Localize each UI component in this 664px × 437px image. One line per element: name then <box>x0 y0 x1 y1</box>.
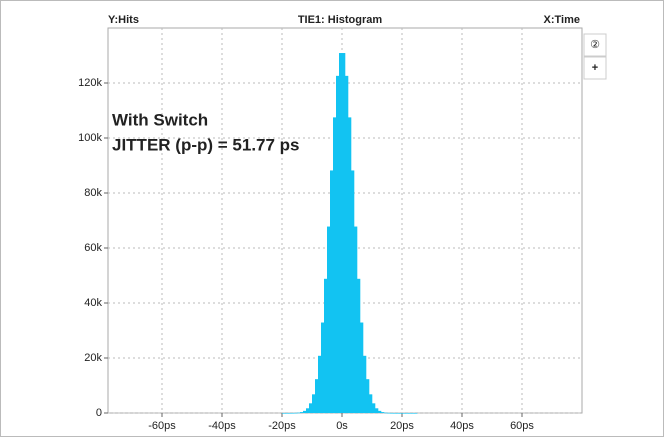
histogram-bar <box>330 170 334 413</box>
histogram-bar <box>345 75 349 413</box>
histogram-bar <box>366 379 370 413</box>
histogram-bar <box>300 412 304 413</box>
x-axis-label: X:Time <box>544 14 580 26</box>
y-tick-label: 80k <box>84 187 102 199</box>
histogram-bar <box>315 379 319 413</box>
x-tick-label: -20ps <box>268 420 296 432</box>
histogram-bar <box>363 355 367 413</box>
histogram-bar <box>324 278 328 413</box>
y-tick-label: 60k <box>84 242 102 254</box>
histogram-bar <box>378 410 382 413</box>
histogram-bar <box>351 170 355 413</box>
histogram-bar <box>339 53 343 414</box>
annotation: JITTER (p-p) = 51.77 ps <box>112 135 300 154</box>
y-tick-label: 20k <box>84 352 102 364</box>
chart-title: TIE1: Histogram <box>298 14 383 26</box>
histogram-bar <box>402 412 406 414</box>
histogram-bar <box>390 412 394 414</box>
y-tick-label: 40k <box>84 297 102 309</box>
y-tick-label: 100k <box>78 132 102 144</box>
histogram-bar <box>372 403 376 413</box>
histogram-bar <box>357 278 361 413</box>
toolbar-label[interactable]: + <box>592 62 598 74</box>
histogram-bar <box>396 412 400 414</box>
x-tick-label: -60ps <box>148 420 176 432</box>
histogram-bar <box>411 412 415 414</box>
toolbar-button[interactable] <box>583 56 607 80</box>
annotation: With Switch <box>112 110 208 129</box>
histogram-bar <box>414 412 418 414</box>
histogram-bar <box>282 412 286 414</box>
histogram-bar <box>399 412 403 414</box>
histogram-bar <box>375 408 379 413</box>
histogram-bar <box>360 322 364 413</box>
histogram-bar <box>291 412 295 414</box>
histogram-bar <box>312 394 316 413</box>
histogram-bar <box>393 412 397 414</box>
histogram-bar <box>342 53 346 414</box>
histogram-bar <box>303 410 307 413</box>
histogram-bar <box>336 75 340 413</box>
histogram-bar <box>327 226 331 413</box>
plot-area: 0 20k 40k 60k 80k 100k 120k -60ps -40ps -20ps 0s 20… <box>78 27 583 432</box>
histogram-bar <box>354 226 358 413</box>
x-tick-label: 60ps <box>510 420 534 432</box>
histogram-bar <box>333 117 337 413</box>
x-tick-label: 0s <box>336 420 348 432</box>
histogram-bar <box>348 117 352 413</box>
histogram-bar <box>384 412 388 414</box>
y-axis-label: Y:Hits <box>108 14 139 26</box>
histogram-bar <box>285 412 289 414</box>
y-tick-label: 0 <box>96 407 102 419</box>
histogram-bar <box>288 412 292 414</box>
histogram-bar <box>294 412 298 414</box>
toolbar-label[interactable]: ② <box>590 39 600 51</box>
histogram-bar <box>297 412 301 414</box>
histogram-bar <box>306 408 310 413</box>
x-tick-label: -40ps <box>208 420 236 432</box>
x-tick-label: 40ps <box>450 420 474 432</box>
histogram-bar <box>321 322 325 413</box>
histogram-bar <box>318 355 322 413</box>
histogram-bar <box>381 412 385 413</box>
x-tick-label: 20ps <box>390 420 414 432</box>
toolbar-button[interactable] <box>583 33 607 57</box>
histogram-bar <box>408 412 412 414</box>
histogram-bar <box>309 403 313 413</box>
y-tick-label: 120k <box>78 77 102 89</box>
histogram-bar <box>405 412 409 414</box>
histogram-bar <box>387 412 391 414</box>
histogram-bar <box>369 394 373 413</box>
